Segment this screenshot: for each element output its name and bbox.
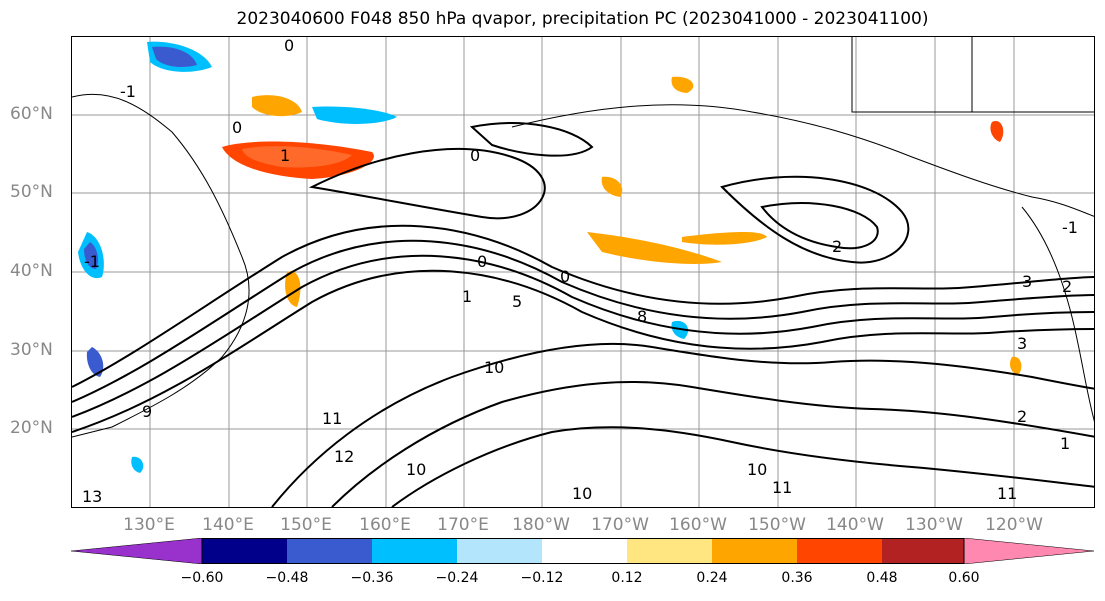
colorbar-swatch [372, 538, 457, 564]
contour-label: 10 [747, 460, 767, 479]
lon-label-170e: 170°E [437, 515, 489, 535]
lat-label-40n: 40°N [10, 261, 53, 281]
map-canvas: 0 1 0 0 -1 0 2 1 5 8 0 3 2 1 -1 2 -1 10 … [72, 37, 1094, 507]
contour-label: 9 [142, 402, 152, 421]
graticule [72, 37, 1094, 507]
lon-label-150w: 150°W [748, 515, 806, 535]
contour-label: -1 [120, 82, 136, 101]
colorbar-tick: −0.12 [520, 570, 564, 586]
qvapor-contours [72, 122, 1094, 507]
colorbar-swatch [202, 538, 287, 564]
colorbar [71, 538, 1095, 564]
colorbar-tick: 0.60 [948, 570, 980, 586]
lon-label-130e: 130°E [123, 515, 175, 535]
colorbar-tick: −0.24 [435, 570, 479, 586]
map-panel: 0 1 0 0 -1 0 2 1 5 8 0 3 2 1 -1 2 -1 10 … [71, 36, 1095, 508]
colorbar-swatch [797, 538, 882, 564]
map-title: 2023040600 F048 850 hPa qvapor, precipit… [236, 9, 929, 29]
colorbar-tick: −0.36 [350, 570, 394, 586]
contour-label: 10 [484, 358, 504, 377]
lon-label-160w: 160°W [669, 515, 727, 535]
lon-label-170w: 170°W [591, 515, 649, 535]
coastlines [72, 37, 1094, 438]
colorbar-tick: −0.48 [265, 570, 309, 586]
lon-label-120w: 120°W [985, 515, 1043, 535]
contour-label: 3 [1022, 272, 1032, 291]
lon-label-140w: 140°W [826, 515, 884, 535]
contour-label: 0 [232, 118, 242, 137]
lon-label-140e: 140°E [202, 515, 254, 535]
contour-label: 2 [1062, 277, 1072, 296]
contour-label: 1 [280, 146, 290, 165]
colorbar-swatch [457, 538, 542, 564]
colorbar-upper-extend [963, 538, 1095, 564]
contour-label: 0 [477, 252, 487, 271]
colorbar-lower-extend [71, 538, 203, 564]
contour-label: 12 [334, 447, 354, 466]
colorbar-tick: −0.60 [180, 570, 224, 586]
contour-label: 11 [997, 484, 1017, 503]
lat-label-30n: 30°N [10, 340, 53, 360]
colorbar-swatch [882, 538, 964, 564]
contour-label: 0 [284, 37, 294, 55]
colorbar-tick: 0.48 [866, 570, 898, 586]
lon-label-150e: 150°E [280, 515, 332, 535]
colorbar-tick: 0.36 [781, 570, 813, 586]
lat-label-60n: 60°N [10, 104, 53, 124]
contour-labels: 0 1 0 0 -1 0 2 1 5 8 0 3 2 1 -1 2 -1 10 … [82, 37, 1078, 506]
precip-shading [78, 41, 1022, 473]
contour-label: -1 [1062, 218, 1078, 237]
lat-label-20n: 20°N [10, 418, 53, 438]
contour-label: 1 [1060, 434, 1070, 453]
contour-label: -1 [84, 252, 100, 271]
colorbar-swatch [542, 538, 627, 564]
colorbar-swatch [712, 538, 797, 564]
colorbar-tick: 0.12 [611, 570, 643, 586]
colorbar-tick: 0.24 [696, 570, 728, 586]
contour-label: 10 [406, 460, 426, 479]
contour-label: 10 [572, 484, 592, 503]
lat-label-50n: 50°N [10, 182, 53, 202]
lon-label-180w: 180°W [512, 515, 570, 535]
colorbar-outline [201, 538, 965, 564]
colorbar-swatch [287, 538, 372, 564]
contour-label: 11 [772, 478, 792, 497]
lon-label-130w: 130°W [905, 515, 963, 535]
contour-label: 13 [82, 487, 102, 506]
contour-label: 2 [832, 237, 842, 256]
contour-label: 0 [470, 146, 480, 165]
lon-label-160e: 160°E [359, 515, 411, 535]
contour-label: 1 [462, 287, 472, 306]
contour-label: 3 [1017, 334, 1027, 353]
contour-label: 8 [637, 307, 647, 326]
contour-label: 11 [322, 409, 342, 428]
contour-label: 0 [560, 267, 570, 286]
contour-label: 5 [512, 292, 522, 311]
colorbar-swatch [627, 538, 712, 564]
contour-label: 2 [1017, 407, 1027, 426]
